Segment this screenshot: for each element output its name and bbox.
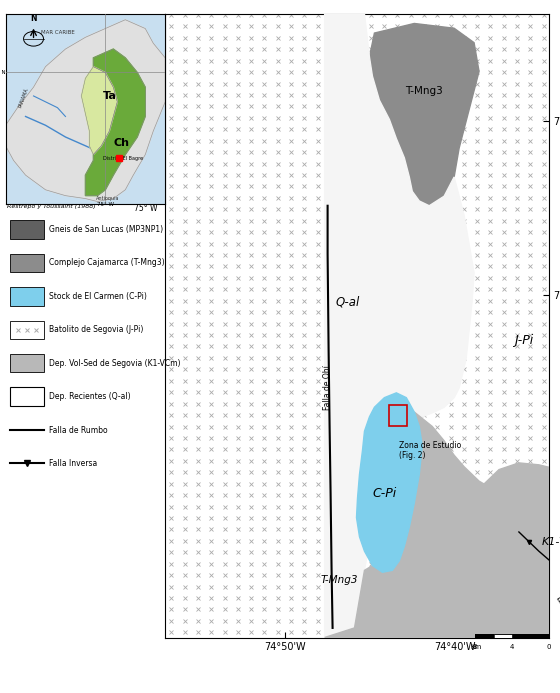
- Text: Falla Inversa: Falla Inversa: [49, 459, 97, 468]
- Text: N: N: [30, 14, 37, 23]
- Bar: [10, 354, 44, 372]
- Text: Dep. Vol-Sed de Segovia (K1-VCm): Dep. Vol-Sed de Segovia (K1-VCm): [49, 359, 180, 368]
- Polygon shape: [86, 49, 145, 195]
- Bar: [512, 633, 549, 638]
- Polygon shape: [81, 67, 117, 155]
- Text: 0: 0: [547, 644, 551, 650]
- Text: Ch: Ch: [113, 138, 129, 148]
- Text: C-Pi: C-Pi: [372, 487, 396, 500]
- Text: Distrito El Bagre: Distrito El Bagre: [103, 157, 143, 161]
- Text: T-Mng3: T-Mng3: [405, 86, 443, 96]
- Text: Stock de El Carmen (C-Pi): Stock de El Carmen (C-Pi): [49, 292, 147, 301]
- Text: 75° W: 75° W: [97, 202, 114, 207]
- Polygon shape: [6, 19, 165, 202]
- Text: Antioquia: Antioquia: [96, 196, 119, 201]
- Text: Km: Km: [470, 644, 481, 650]
- Text: Zona de Estudio
(Fig. 2): Zona de Estudio (Fig. 2): [399, 441, 461, 460]
- Text: T-Mng3: T-Mng3: [321, 575, 358, 585]
- Bar: [475, 633, 493, 638]
- Bar: [10, 220, 44, 238]
- Bar: [475, 633, 549, 638]
- Text: Falla de Rumbo: Falla de Rumbo: [49, 426, 108, 435]
- Text: 8: 8: [473, 644, 477, 650]
- Bar: [10, 321, 44, 339]
- Polygon shape: [325, 412, 560, 638]
- Bar: [493, 633, 512, 638]
- Text: J-Pi: J-Pi: [514, 333, 534, 346]
- Bar: [10, 287, 44, 306]
- Text: K1-VCm: K1-VCm: [542, 536, 560, 547]
- Bar: [10, 254, 44, 272]
- Text: Falla de Ohí: Falla de Ohí: [323, 366, 332, 410]
- Text: Complejo Cajamarca (T-Mng3): Complejo Cajamarca (T-Mng3): [49, 258, 164, 267]
- Bar: [389, 405, 407, 426]
- Text: PANAMÁ: PANAMÁ: [17, 87, 29, 109]
- Text: Restrepo y Toussaint (1988): Restrepo y Toussaint (1988): [7, 204, 95, 209]
- Text: Gneis de San Lucas (MP3NP1): Gneis de San Lucas (MP3NP1): [49, 225, 163, 234]
- Polygon shape: [357, 393, 422, 572]
- Bar: [10, 387, 44, 406]
- Polygon shape: [370, 24, 479, 206]
- Text: Ta: Ta: [102, 91, 116, 101]
- Text: MAR CARIBE: MAR CARIBE: [40, 30, 74, 35]
- Text: 75° W: 75° W: [134, 204, 157, 213]
- Text: 10° N: 10° N: [0, 70, 6, 75]
- Text: Dep. Recientes (Q-al): Dep. Recientes (Q-al): [49, 392, 130, 401]
- Text: 4: 4: [510, 644, 514, 650]
- Polygon shape: [325, 14, 474, 638]
- Text: Batolito de Segovia (J-Pi): Batolito de Segovia (J-Pi): [49, 325, 143, 334]
- Text: Q-al: Q-al: [335, 295, 360, 308]
- Text: Falla de Nús: Falla de Nús: [557, 572, 560, 606]
